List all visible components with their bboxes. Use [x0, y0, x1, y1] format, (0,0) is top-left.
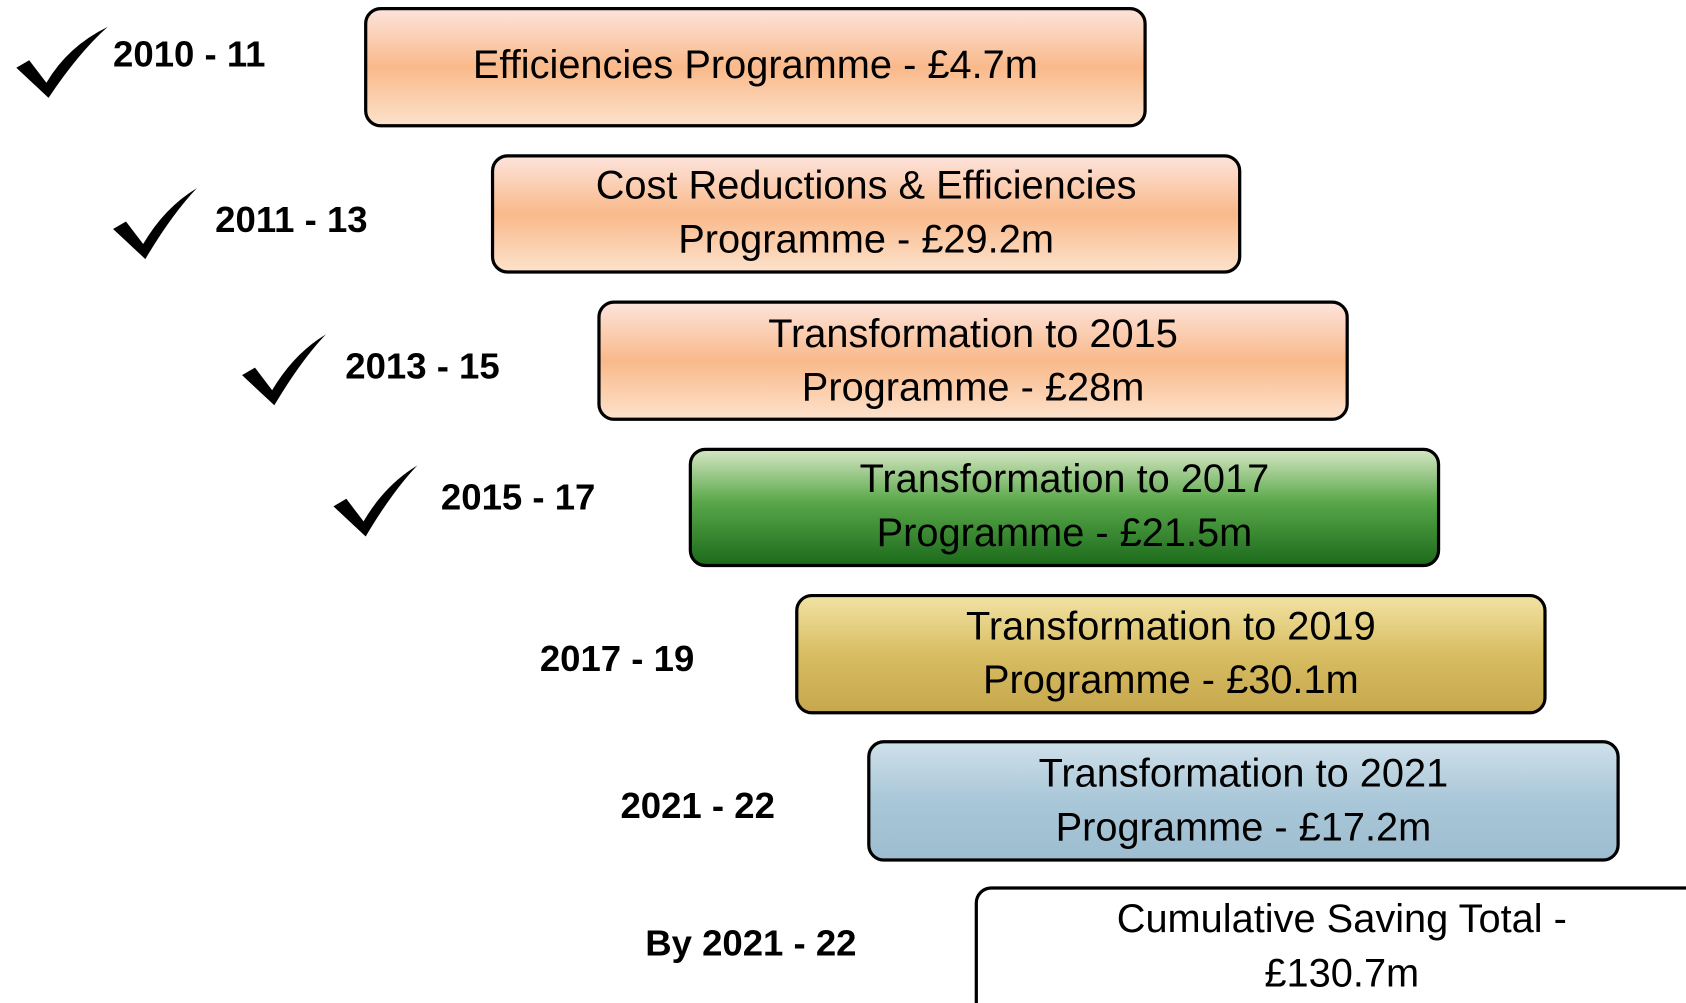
period-label: 2017 - 19: [540, 638, 694, 679]
programme-text: Programme - £28m: [802, 366, 1145, 410]
programme-text: Cost Reductions & Efficiencies: [596, 164, 1137, 208]
period-label: 2011 - 13: [215, 199, 367, 240]
checkmark: [242, 334, 326, 406]
programme-box: [490, 154, 1242, 274]
programme-box: [688, 447, 1441, 568]
period-label: 2010 - 11: [113, 34, 265, 75]
programme-text: Cumulative Saving Total -: [1117, 897, 1567, 941]
programme-text: Programme - £21.5m: [877, 511, 1253, 555]
period-label: 2013 - 15: [345, 345, 499, 386]
period-label: 2021 - 22: [620, 785, 774, 826]
period-label: 2015 - 17: [441, 477, 595, 518]
programme-box: [597, 300, 1349, 421]
programme-text: Programme - £17.2m: [1056, 805, 1432, 849]
checkmarks: [16, 26, 418, 537]
programme-text: Efficiencies Programme - £4.7m: [473, 43, 1038, 87]
programme-box: [795, 593, 1547, 715]
programme-text: £130.7m: [1264, 952, 1419, 996]
programme-box: [364, 6, 1147, 128]
programme-text: Programme - £29.2m: [678, 217, 1054, 261]
programme-text: Transformation to 2021: [1039, 752, 1449, 796]
programme-box: [974, 886, 1686, 1003]
checkmark: [16, 26, 108, 98]
programme-text: Transformation to 2019: [966, 604, 1376, 648]
programme-box: [867, 740, 1620, 862]
programme-text: Transformation to 2017: [860, 457, 1270, 501]
period-label: By 2021 - 22: [645, 923, 856, 964]
programme-text: Transformation to 2015: [768, 312, 1178, 356]
checkmark: [333, 465, 418, 537]
checkmark: [113, 188, 197, 260]
programme-text: Programme - £30.1m: [983, 658, 1359, 702]
